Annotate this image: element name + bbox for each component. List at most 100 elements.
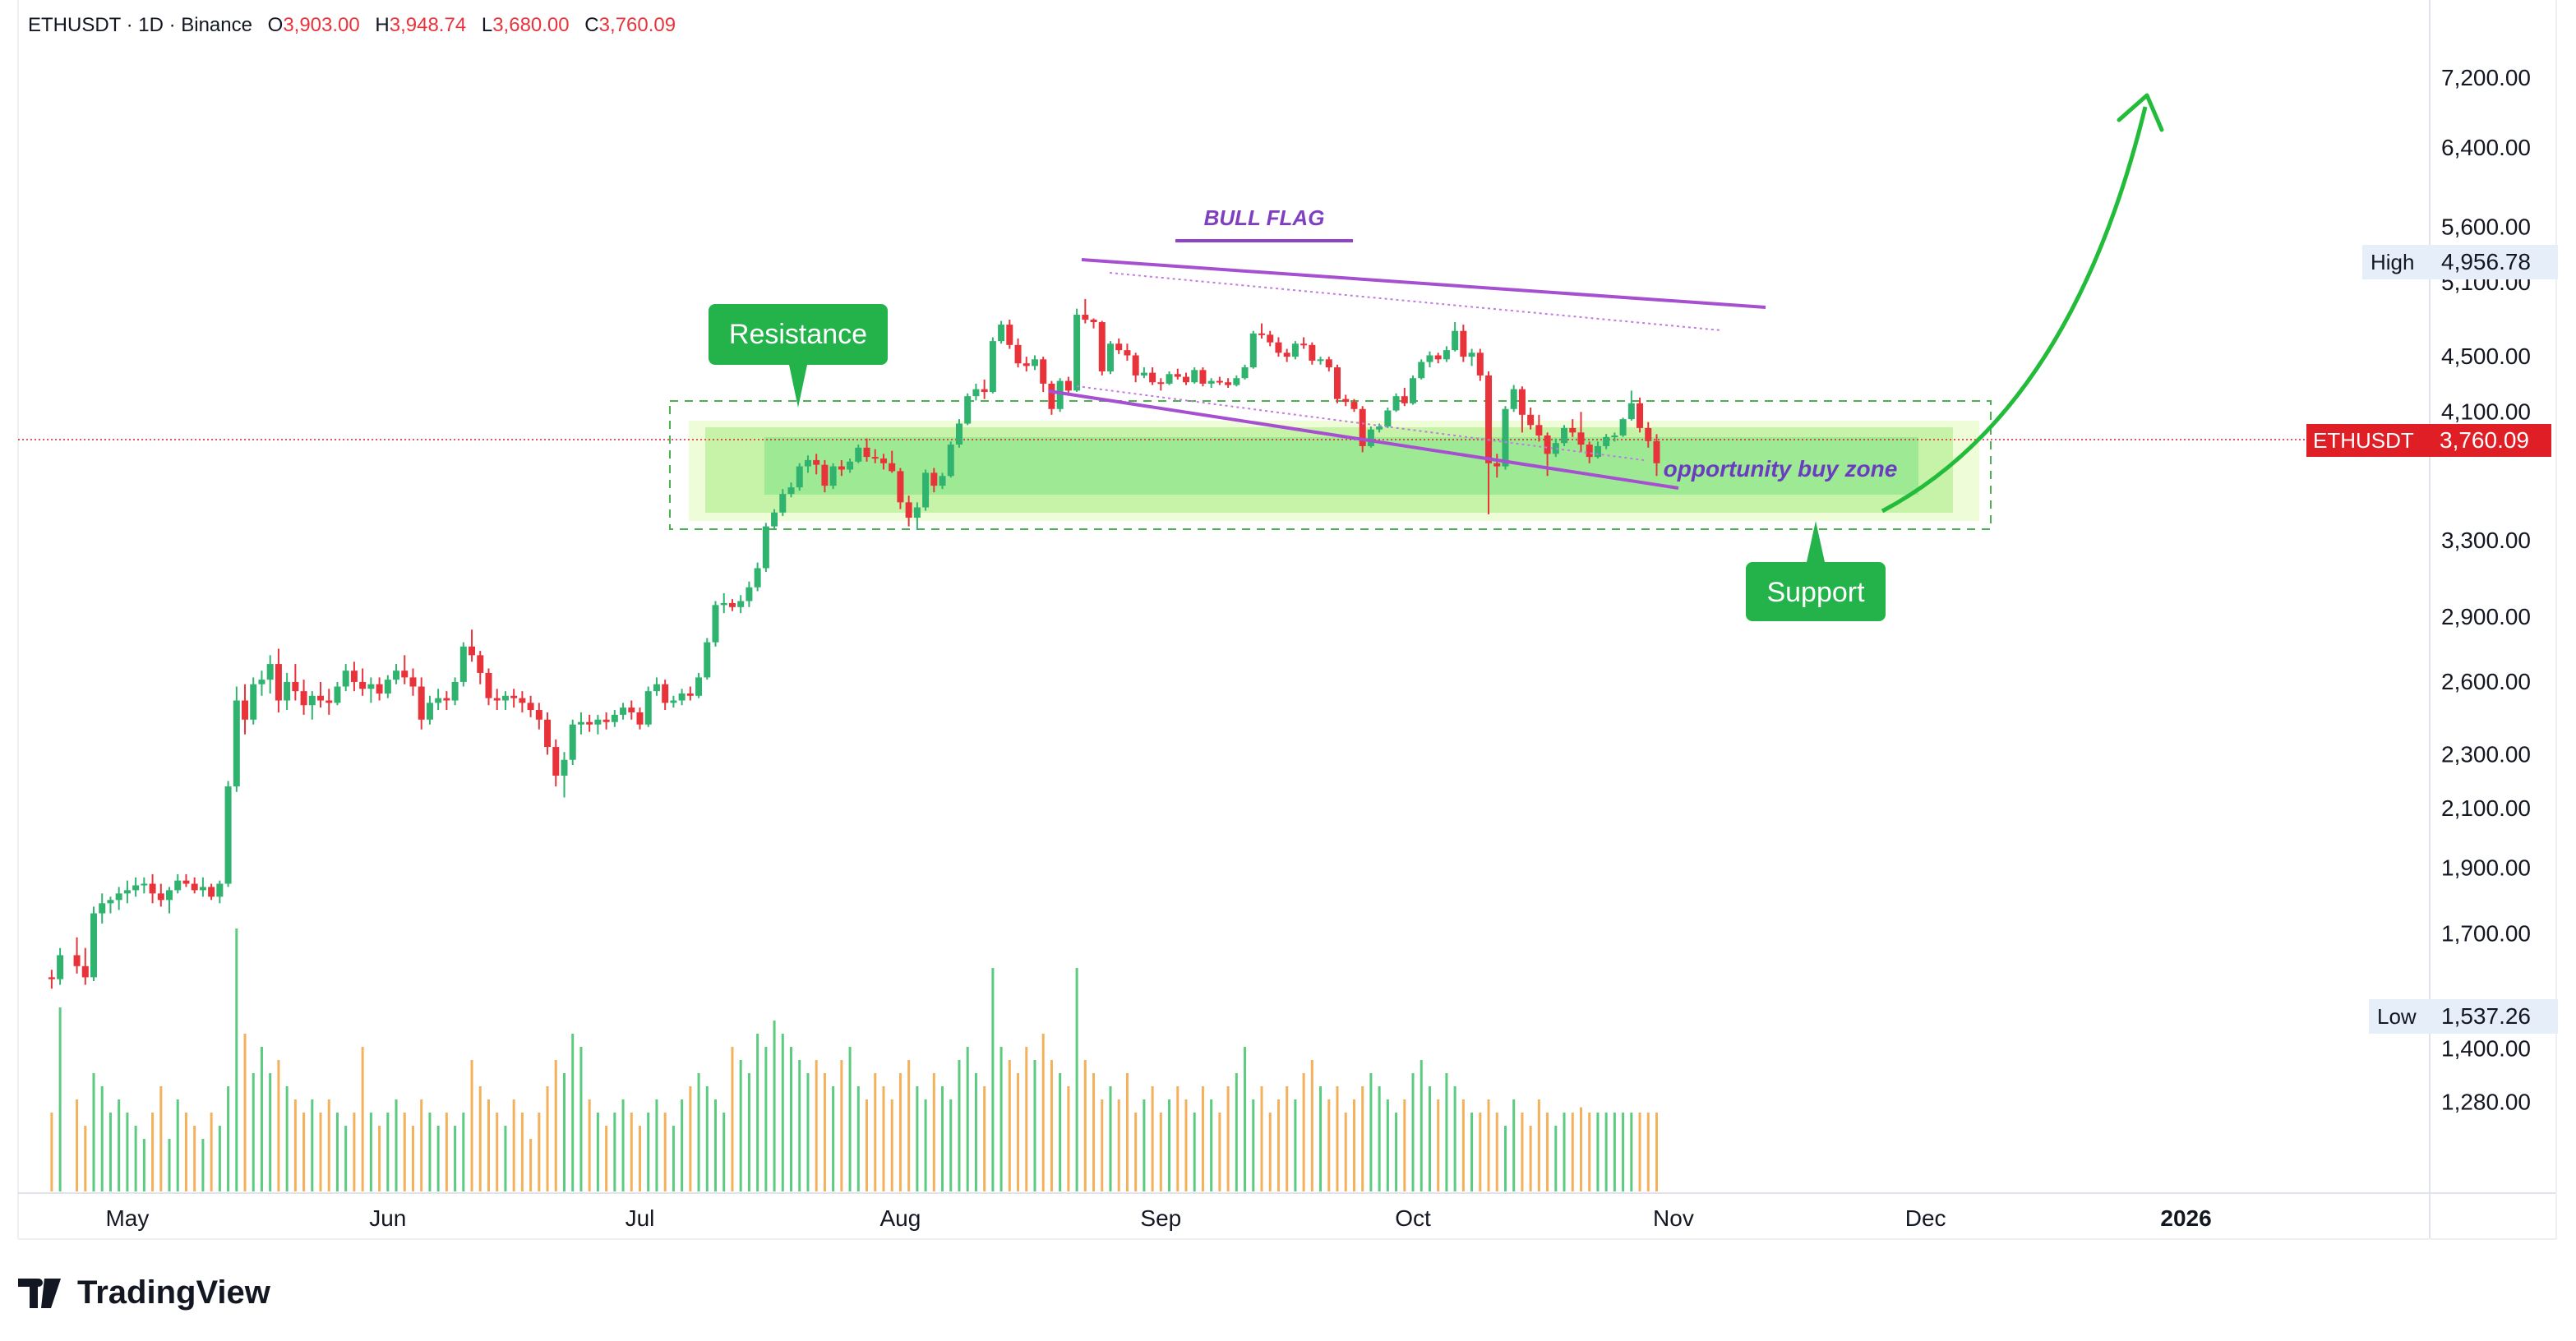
candle-body xyxy=(284,681,291,701)
candle-body xyxy=(258,680,265,684)
candle-body xyxy=(216,883,224,897)
candle-body xyxy=(443,698,450,701)
candle-body xyxy=(1275,342,1282,353)
legend-h-label: H xyxy=(375,14,389,36)
price-tick-label: 1,900.00 xyxy=(2441,855,2531,880)
low-marker: Low 1,537.26 xyxy=(2369,999,2558,1034)
candle-body xyxy=(1434,355,1442,360)
volume-bar xyxy=(739,1060,742,1191)
volume-bar xyxy=(1487,1099,1490,1191)
volume-bar xyxy=(1168,1099,1171,1191)
low-value: 1,537.26 xyxy=(2441,1003,2531,1029)
time-tick-label: Dec xyxy=(1905,1205,1946,1231)
volume-bar xyxy=(1411,1073,1415,1191)
volume-bar xyxy=(1479,1113,1482,1191)
volume-bar xyxy=(866,1099,869,1191)
volume-bar xyxy=(966,1047,969,1191)
resistance-label-bg xyxy=(709,304,888,365)
volume-bar xyxy=(1646,1113,1650,1191)
price-tick-label: 2,600.00 xyxy=(2441,669,2531,694)
volume-bar xyxy=(1352,1099,1355,1191)
price-tick-label: 5,600.00 xyxy=(2441,214,2531,239)
candle-body xyxy=(1619,419,1627,435)
volume-bar xyxy=(596,1113,599,1191)
candle-body xyxy=(922,472,930,508)
volume-bar xyxy=(991,968,995,1191)
candle-body xyxy=(779,494,787,513)
candle-body xyxy=(451,681,459,701)
volume-bar xyxy=(932,1073,935,1191)
candle-body xyxy=(1359,408,1366,446)
volume-bar xyxy=(1571,1113,1574,1191)
candle-body xyxy=(855,447,862,462)
volume-bar xyxy=(395,1099,398,1191)
volume-bar xyxy=(722,1113,726,1191)
candle-body xyxy=(1207,380,1215,384)
candle-body xyxy=(998,325,1005,342)
volume-bar xyxy=(1327,1099,1331,1191)
candle-body xyxy=(1493,463,1501,467)
candle-body xyxy=(250,684,257,720)
candles xyxy=(48,298,1660,989)
candle-body xyxy=(930,472,938,486)
volume-bar xyxy=(1554,1126,1558,1191)
candle-body xyxy=(342,670,349,687)
candle-body xyxy=(1384,410,1392,427)
volume-bar xyxy=(832,1086,835,1191)
time-axis[interactable]: May Jun Jul Aug Sep Oct Nov Dec 2026 xyxy=(105,1205,2211,1231)
projection-arrow-path xyxy=(1881,106,2148,514)
candle-body xyxy=(418,686,425,720)
candle-body xyxy=(1460,330,1467,357)
volume-bar xyxy=(1059,1073,1062,1191)
volume-bar xyxy=(436,1126,440,1191)
candle-body xyxy=(746,587,753,601)
volume-bar xyxy=(974,1073,977,1191)
time-tick-label: May xyxy=(105,1205,149,1231)
volume-bar xyxy=(1092,1073,1096,1191)
candle-body xyxy=(1249,333,1257,368)
candle-body xyxy=(99,903,106,914)
bull-flag-label: BULL FLAG xyxy=(1204,205,1325,230)
high-label: High xyxy=(2371,250,2414,274)
candle-body xyxy=(477,655,484,673)
volume-bar xyxy=(747,1073,750,1191)
low-label: Low xyxy=(2377,1004,2417,1029)
volume-bar xyxy=(1050,1060,1053,1191)
price-axis[interactable]: 7,200.006,400.005,600.005,100.004,500.00… xyxy=(2441,65,2531,1114)
candle-body xyxy=(1006,325,1013,345)
legend-l-value: 3,680.00 xyxy=(492,14,569,36)
tradingview-logo-text: TradingView xyxy=(77,1274,271,1311)
volume-bar xyxy=(1226,1086,1230,1191)
volume-bar xyxy=(916,1086,919,1191)
volume-bar xyxy=(890,1099,893,1191)
candle-body xyxy=(1452,330,1459,351)
candle-body xyxy=(1132,355,1139,376)
candle-body xyxy=(804,459,811,467)
price-tick-label: 6,400.00 xyxy=(2441,135,2531,160)
candle-body xyxy=(1174,374,1181,377)
candle-body xyxy=(1527,414,1535,426)
last-price-marker: ETHUSDT 3,760.09 xyxy=(2306,424,2551,457)
legend-l-label: L xyxy=(482,14,492,36)
volume-bar xyxy=(1445,1073,1448,1191)
volume-bar xyxy=(1495,1113,1498,1191)
price-tick-label: 4,100.00 xyxy=(2441,399,2531,424)
volume-bar xyxy=(243,1034,247,1191)
volume-bar xyxy=(1276,1099,1280,1191)
candle-body xyxy=(1056,380,1064,409)
candle-body xyxy=(1443,350,1450,360)
volume-bar xyxy=(420,1099,423,1191)
candle-body xyxy=(653,684,660,692)
candle-body xyxy=(611,714,618,722)
volume-bar xyxy=(361,1047,364,1191)
volume-bar xyxy=(159,1086,163,1191)
volume-bar xyxy=(142,1139,145,1191)
candle-body xyxy=(1309,344,1316,361)
candle-body xyxy=(981,389,988,393)
zone-dashed-border xyxy=(669,400,1992,530)
candle-body xyxy=(359,681,367,689)
support-label-bg xyxy=(1746,562,1886,621)
buy-zone xyxy=(669,400,1992,530)
candle-body xyxy=(107,900,114,904)
